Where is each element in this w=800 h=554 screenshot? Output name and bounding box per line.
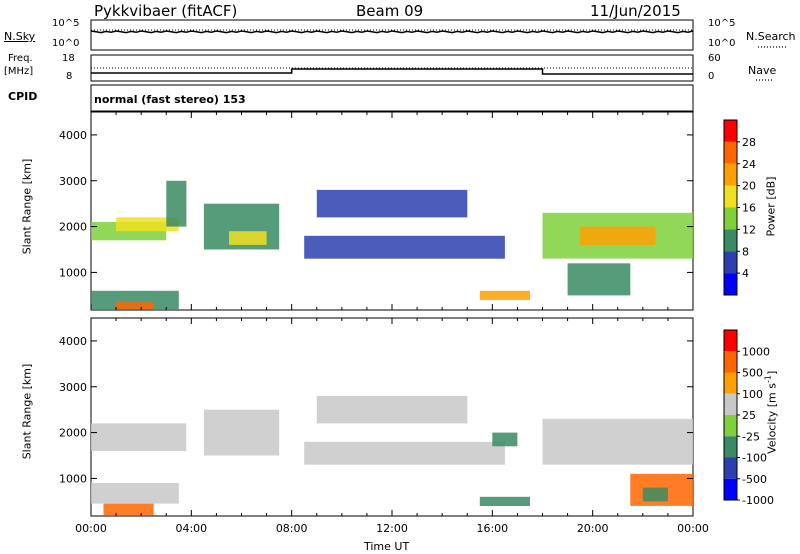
x-tick-label: 04:00	[175, 522, 207, 535]
x-tick-label: 20:00	[577, 522, 609, 535]
velocity-region	[103, 503, 154, 516]
velocity-ytick-label: 1000	[59, 472, 87, 485]
power-region	[567, 263, 631, 296]
x-tick-label: 12:00	[376, 522, 408, 535]
cpid-text: normal (fast stereo) 153	[94, 93, 246, 106]
velocity-region	[479, 496, 530, 506]
power-colorbar-tick-label: 4	[742, 267, 749, 280]
velocity-ytick-label: 4000	[59, 335, 87, 348]
date-title: 11/Jun/2015	[590, 2, 681, 20]
power-region	[166, 180, 187, 227]
power-region	[116, 302, 154, 310]
velocity-colorbar-segment	[724, 393, 737, 415]
power-colorbar-tick-label: 28	[742, 136, 756, 149]
velocity-region	[492, 432, 518, 447]
power-ytick-label: 2000	[59, 221, 87, 234]
velocity-colorbar-segment	[724, 415, 737, 437]
power-ytick-label: 1000	[59, 266, 87, 279]
velocity-region	[203, 409, 280, 456]
velocity-colorbar-tick-label: 1000	[742, 345, 770, 358]
freq-tick-bottom: 8	[66, 71, 73, 82]
power-colorbar-tick-label: 24	[742, 158, 756, 171]
power-region	[316, 189, 468, 218]
velocity-colorbar-tick-label: 500	[742, 367, 763, 380]
nsearch-label: N.Search	[746, 30, 796, 43]
x-tick-label: 00:00	[677, 522, 709, 535]
power-ytick-label: 4000	[59, 129, 87, 142]
power-colorbar-segment	[724, 120, 737, 142]
velocity-colorbar-segment	[724, 330, 737, 352]
velocity-region	[542, 418, 693, 465]
velocity-colorbar-segment	[724, 372, 737, 394]
power-colorbar-segment	[724, 141, 737, 164]
power-colorbar-segment	[724, 251, 737, 274]
velocity-ytick-label: 3000	[59, 381, 87, 394]
power-region	[580, 226, 656, 245]
power-colorbar-segment	[724, 207, 737, 230]
velocity-colorbar-segment	[724, 457, 737, 479]
velocity-region	[91, 483, 179, 504]
freq-tick-top: 18	[62, 53, 75, 64]
power-ytick-label: 3000	[59, 175, 87, 188]
power-region	[116, 217, 179, 232]
nave-tick-top: 60	[708, 53, 721, 64]
power-colorbar-segment	[724, 273, 737, 295]
station-title: Pykkvibaer (fitACF)	[94, 2, 238, 20]
velocity-colorbar-tick-label: -25	[742, 430, 760, 443]
beam-title: Beam 09	[356, 2, 424, 20]
velocity-colorbar-segment	[724, 478, 737, 500]
nave-tick-bottom: 0	[708, 71, 715, 82]
velocity-ytick-label: 2000	[59, 427, 87, 440]
velocity-region	[316, 395, 468, 424]
power-region	[229, 231, 267, 245]
freq-trace	[91, 68, 693, 75]
velocity-colorbar-tick-label: 100	[742, 388, 763, 401]
nsky-tick-bottom: 10^0	[52, 38, 80, 49]
power-region	[304, 235, 505, 259]
x-tick-label: 16:00	[476, 522, 508, 535]
power-colorbar-tick-label: 20	[742, 180, 756, 193]
velocity-colorbar-tick-label: 25	[742, 409, 756, 422]
noise-trace	[90, 30, 694, 34]
nsearch-tick-bottom: 10^0	[708, 38, 736, 49]
nsky-label: N.Sky	[4, 30, 36, 43]
freq-label: Freq.	[8, 53, 33, 64]
velocity-colorbar-tick-label: -500	[742, 473, 767, 486]
x-tick-label: 00:00	[75, 522, 107, 535]
power-colorbar-segment	[724, 185, 737, 208]
power-colorbar-segment	[724, 163, 737, 186]
power-region	[479, 290, 530, 300]
freq-unit-label: [MHz]	[4, 66, 34, 77]
nsky-tick-top: 10^5	[52, 18, 80, 29]
nave-label: Nave	[748, 64, 777, 77]
power-region	[91, 290, 179, 310]
velocity-region	[642, 487, 668, 502]
power-colorbar-segment	[724, 229, 737, 252]
cpid-label: CPID	[8, 90, 38, 103]
velocity-region	[304, 441, 505, 465]
power-colorbar-tick-label: 12	[742, 223, 756, 236]
velocity-colorbar-segment	[724, 351, 737, 373]
noise-panel-frame	[90, 19, 694, 51]
velocity-colorbar-tick-label: -1000	[742, 494, 774, 507]
nsearch-tick-top: 10^5	[708, 18, 736, 29]
x-axis-label: Time UT	[364, 540, 410, 553]
cpid-panel-frame	[90, 84, 694, 112]
x-tick-label: 08:00	[276, 522, 308, 535]
power-colorbar-tick-label: 16	[742, 202, 756, 215]
velocity-colorbar-tick-label: -100	[742, 452, 767, 465]
velocity-region	[91, 423, 187, 451]
velocity-colorbar-segment	[724, 436, 737, 458]
power-colorbar-tick-label: 8	[742, 245, 749, 258]
